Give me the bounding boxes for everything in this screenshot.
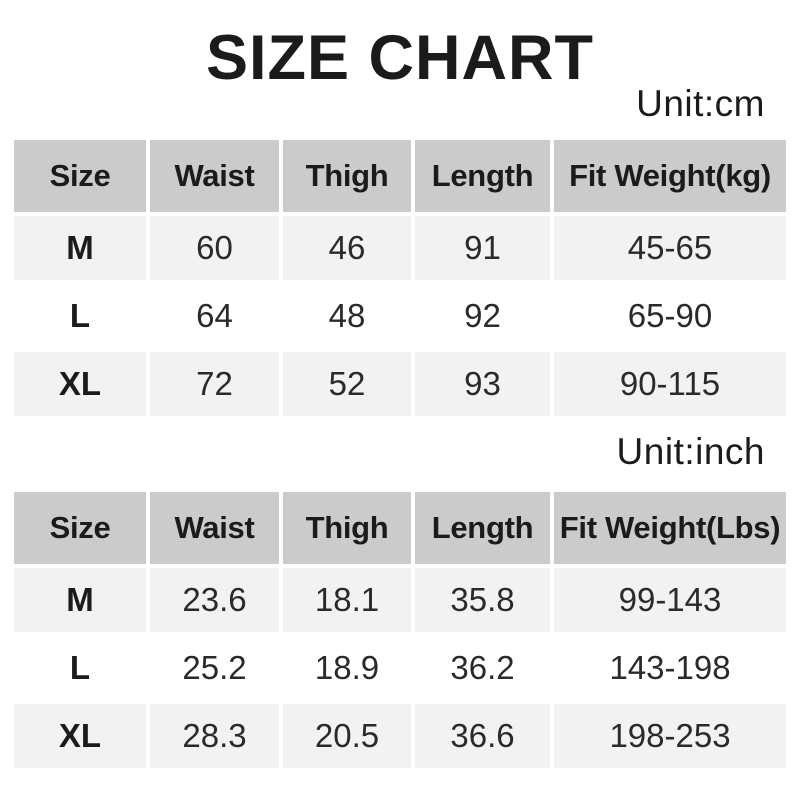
header-row-cm: Size Waist Thigh Length Fit Weight(kg) [14, 140, 786, 212]
thigh-cell: 18.1 [283, 568, 411, 632]
size-cell: M [14, 568, 146, 632]
fit-weight-cell: 65-90 [554, 284, 786, 348]
table-row-xl-inch: XL 28.3 20.5 36.6 198-253 [14, 704, 786, 768]
waist-cell: 64 [150, 284, 279, 348]
length-cell: 92 [415, 284, 550, 348]
thigh-cell: 52 [283, 352, 411, 416]
length-cell: 36.2 [415, 636, 550, 700]
size-cell: M [14, 216, 146, 280]
size-cell: XL [14, 704, 146, 768]
header-cell-waist: Waist [150, 492, 279, 564]
unit-label-cm: Unit:cm [636, 83, 765, 124]
size-table-cm: Size Waist Thigh Length Fit Weight(kg) M… [10, 136, 790, 420]
waist-cell: 25.2 [150, 636, 279, 700]
length-cell: 36.6 [415, 704, 550, 768]
thigh-cell: 18.9 [283, 636, 411, 700]
waist-cell: 60 [150, 216, 279, 280]
fit-weight-cell: 90-115 [554, 352, 786, 416]
header-cell-fit-weight: Fit Weight(Lbs) [554, 492, 786, 564]
thigh-cell: 46 [283, 216, 411, 280]
unit-label-inch: Unit:inch [616, 431, 765, 472]
fit-weight-cell: 143-198 [554, 636, 786, 700]
table-row-l-cm: L 64 48 92 65-90 [14, 284, 786, 348]
header-cell-thigh: Thigh [283, 492, 411, 564]
size-cell: XL [14, 352, 146, 416]
table-row-m-inch: M 23.6 18.1 35.8 99-143 [14, 568, 786, 632]
length-cell: 35.8 [415, 568, 550, 632]
thigh-cell: 20.5 [283, 704, 411, 768]
table-row-l-inch: L 25.2 18.9 36.2 143-198 [14, 636, 786, 700]
table-row-m-cm: M 60 46 91 45-65 [14, 216, 786, 280]
length-cell: 93 [415, 352, 550, 416]
header-cell-waist: Waist [150, 140, 279, 212]
header-row-inch: Size Waist Thigh Length Fit Weight(Lbs) [14, 492, 786, 564]
waist-cell: 72 [150, 352, 279, 416]
size-cell: L [14, 636, 146, 700]
fit-weight-cell: 99-143 [554, 568, 786, 632]
header-cell-size: Size [14, 492, 146, 564]
header-cell-length: Length [415, 492, 550, 564]
waist-cell: 28.3 [150, 704, 279, 768]
header-cell-fit-weight: Fit Weight(kg) [554, 140, 786, 212]
header-cell-length: Length [415, 140, 550, 212]
thigh-cell: 48 [283, 284, 411, 348]
waist-cell: 23.6 [150, 568, 279, 632]
size-table-inch: Size Waist Thigh Length Fit Weight(Lbs) … [10, 488, 790, 772]
length-cell: 91 [415, 216, 550, 280]
table-row-xl-cm: XL 72 52 93 90-115 [14, 352, 786, 416]
header-cell-size: Size [14, 140, 146, 212]
fit-weight-cell: 198-253 [554, 704, 786, 768]
fit-weight-cell: 45-65 [554, 216, 786, 280]
size-cell: L [14, 284, 146, 348]
header-cell-thigh: Thigh [283, 140, 411, 212]
page-title: SIZE CHART [206, 23, 594, 93]
